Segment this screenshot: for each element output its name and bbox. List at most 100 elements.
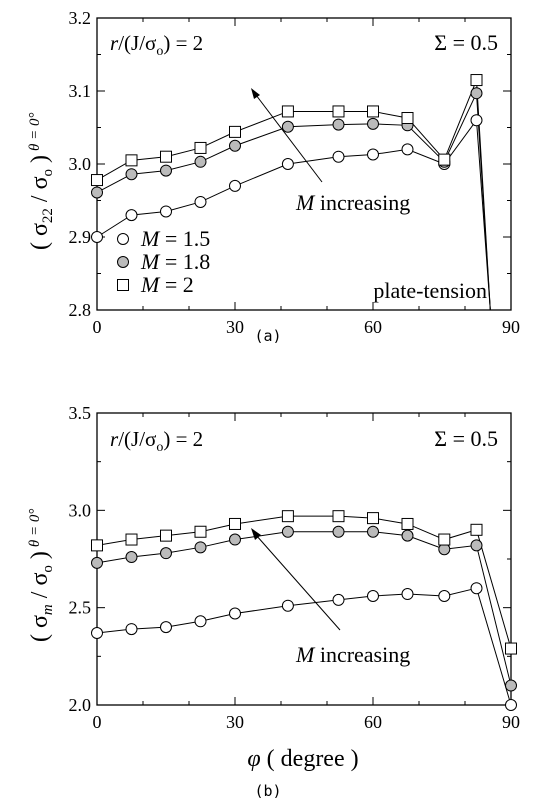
sigma-annotation-a: Σ = 0.5 (434, 30, 498, 55)
data-point-b (160, 529, 172, 542)
data-point-a (281, 120, 294, 133)
x-tick-label-a: 30 (226, 317, 244, 337)
data-point-a (229, 179, 241, 192)
data-point-b (367, 512, 379, 525)
data-point-b (438, 589, 451, 602)
x-tick-label-a: 60 (364, 317, 382, 337)
data-point-b (401, 588, 414, 601)
chart-panel-b: 0 30 60 90 2.0 2.5 3.0 3.5 r/(J/σo) = 2 Σ = 0.5… (27, 403, 520, 800)
panel-label-b: (b) (254, 782, 281, 800)
ratio-annotation-b: r/(J/σo) = 2 (110, 427, 203, 455)
ticks-a: 0 30 60 90 2.8 2.9 3.0 3.1 3.2 (69, 8, 521, 337)
data-point-b (438, 533, 451, 546)
ticks-b: 0 30 60 90 2.0 2.5 3.0 3.5 (69, 403, 521, 732)
y-tick-label-b: 2.5 (69, 598, 92, 618)
data-point-a (160, 205, 172, 218)
data-point-b (125, 551, 138, 564)
data-point-a (367, 105, 379, 118)
x-axis-label-b: φ ( degree ) (247, 746, 358, 772)
data-point-b (505, 679, 517, 692)
y-tick-label-a: 3.2 (69, 8, 92, 28)
data-point-a (160, 150, 172, 163)
data-point-a (401, 143, 414, 156)
legend-marker-circle-open (117, 233, 129, 245)
data-point-b (125, 533, 138, 546)
data-point-b (332, 510, 345, 523)
data-point-b (367, 525, 379, 538)
increasing-annotation-a: M increasing (295, 190, 410, 215)
data-point-a (470, 114, 483, 127)
data-point-a (229, 139, 241, 152)
increasing-arrow-a (255, 94, 323, 183)
legend-label: M = 1.5 (140, 226, 210, 251)
data-point-b (125, 623, 138, 636)
data-point-b (91, 556, 103, 569)
increasing-arrowhead-b (251, 528, 261, 540)
data-point-b (401, 529, 414, 542)
data-point-b (160, 547, 172, 560)
legend-a: M = 1.5 M = 1.8 M = 2 (117, 226, 210, 297)
y-tick-label-a: 2.9 (69, 227, 92, 247)
data-point-a (470, 74, 483, 87)
increasing-arrow-b (255, 534, 341, 631)
data-point-b (91, 539, 103, 552)
data-point-a (332, 105, 345, 118)
legend-marker-square-open (117, 279, 129, 291)
y-tick-label-b: 3.0 (69, 500, 92, 520)
increasing-annotation-b: M increasing (295, 642, 410, 667)
y-tick-label-b: 3.5 (69, 403, 92, 423)
data-point-a (160, 164, 172, 177)
data-point-a (91, 186, 103, 199)
data-point-a (367, 117, 379, 130)
data-point-a (91, 231, 103, 243)
y-tick-label-b: 2.0 (69, 695, 92, 715)
data-point-a (125, 209, 138, 222)
x-tick-label-b: 90 (502, 712, 520, 732)
data-point-b (91, 626, 103, 639)
x-tick-label-b: 0 (93, 712, 102, 732)
y-tick-label-a: 2.8 (69, 300, 92, 320)
x-tick-label-b: 60 (364, 712, 382, 732)
data-point-b (194, 615, 207, 628)
data-point-b (160, 621, 172, 634)
data-point-b (470, 539, 483, 552)
legend-label: M = 1.8 (140, 249, 210, 274)
data-point-a (194, 195, 207, 208)
data-point-a (332, 118, 345, 131)
data-point-b (332, 593, 345, 606)
chart-panel-a: 0 30 60 90 2.8 2.9 3.0 3.1 3.2 r/(J/σo) = 2 Σ = … (27, 8, 520, 345)
data-point-b (229, 607, 241, 620)
x-tick-label-a: 0 (93, 317, 102, 337)
x-tick-label-a: 90 (502, 317, 520, 337)
ratio-annotation-a: r/(J/σo) = 2 (110, 31, 203, 59)
y-tick-label-a: 3.1 (69, 81, 92, 101)
data-point-b (281, 599, 294, 612)
y-tick-label-a: 3.0 (69, 154, 92, 174)
data-point-a (332, 150, 345, 163)
data-point-b (401, 517, 414, 530)
data-point-b (194, 525, 207, 538)
x-tick-label-b: 30 (226, 712, 244, 732)
data-point-a (470, 87, 483, 100)
data-point-a (194, 141, 207, 154)
y-axis-label-a: ( σ22 / σo )θ = 0° (27, 112, 56, 250)
series-markers-a (91, 74, 483, 243)
data-point-b (470, 523, 483, 536)
data-point-b (194, 541, 207, 554)
data-point-a (125, 168, 138, 181)
data-point-a (281, 158, 294, 170)
data-point-b (367, 589, 379, 602)
data-point-a (91, 174, 103, 187)
data-point-b (229, 533, 241, 546)
increasing-arrowhead-a (251, 88, 260, 99)
data-point-a (125, 154, 138, 167)
data-point-a (438, 153, 451, 166)
data-point-a (367, 148, 379, 161)
data-point-a (281, 105, 294, 118)
legend-label: M = 2 (140, 272, 194, 297)
data-point-b (505, 699, 517, 711)
data-point-b (332, 525, 345, 538)
data-point-b (281, 510, 294, 523)
data-point-b (470, 582, 483, 595)
